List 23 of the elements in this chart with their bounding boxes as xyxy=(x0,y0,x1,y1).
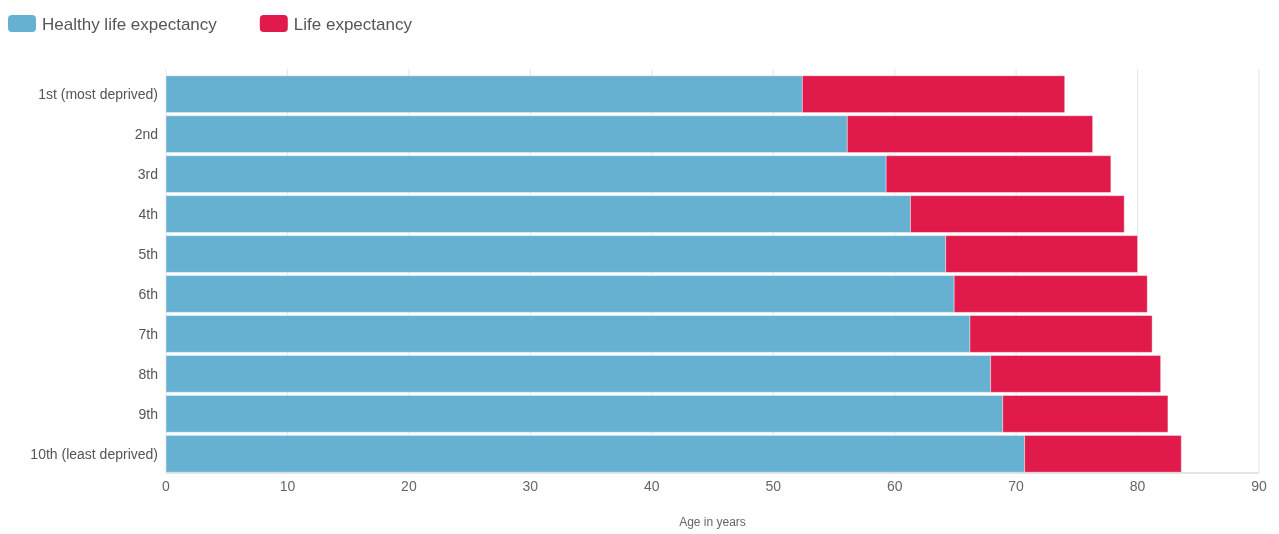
x-tick-label: 20 xyxy=(401,478,417,494)
x-tick-label: 70 xyxy=(1008,478,1025,494)
y-tick-label: 6th xyxy=(138,285,158,302)
y-tick-label: 10th (least deprived) xyxy=(30,445,158,462)
y-tick-label: 7th xyxy=(138,325,158,342)
legend-label: Life expectancy xyxy=(293,14,413,34)
x-axis-title: Age in years xyxy=(679,515,746,529)
x-tick-label: 30 xyxy=(522,478,539,494)
x-tick-label: 10 xyxy=(279,478,296,494)
x-tick-label: 80 xyxy=(1129,478,1146,494)
y-tick-label: 5th xyxy=(138,245,158,262)
y-tick-label: 8th xyxy=(138,365,158,382)
y-tick-label: 1st (most deprived) xyxy=(38,86,158,103)
y-tick-label: 2nd xyxy=(134,126,158,143)
y-tick-label: 9th xyxy=(138,405,158,422)
x-tick-label: 60 xyxy=(886,478,903,494)
x-tick-label: 90 xyxy=(1251,478,1267,494)
text: Healthy life expectancy xyxy=(42,14,218,34)
x-tick-label: 40 xyxy=(643,478,660,494)
x-tick-label: 0 xyxy=(162,478,171,494)
x-tick-label: 50 xyxy=(765,478,782,494)
y-tick-label: 4th xyxy=(138,205,158,222)
y-tick-label: 3rd xyxy=(137,166,158,182)
